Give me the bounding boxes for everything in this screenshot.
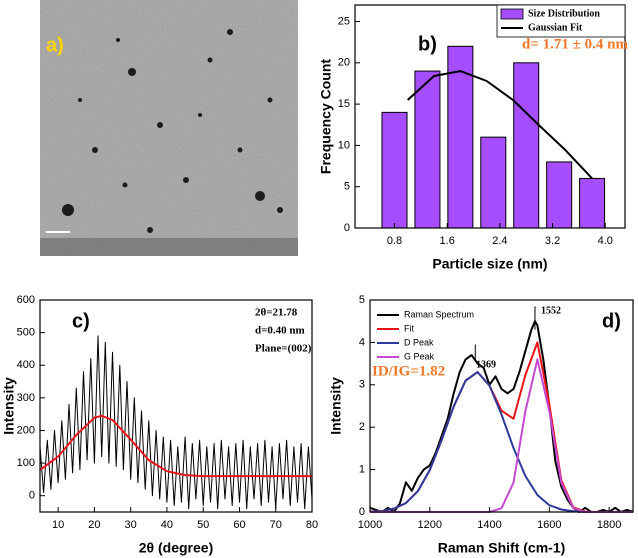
- x-tick-label: 1000: [358, 519, 382, 531]
- x-tick-label: 70: [270, 519, 282, 531]
- legend-label: Raman Spectrum: [404, 309, 474, 319]
- series-line: [369, 320, 634, 513]
- x-tick-label: 40: [161, 519, 173, 531]
- series-line: [39, 335, 313, 510]
- bar: [447, 45, 474, 229]
- legend-label: Size Distribution: [528, 8, 600, 19]
- image-texture: [40, 0, 298, 256]
- x-tick-label: 80: [306, 519, 318, 531]
- bar: [579, 177, 606, 229]
- y-tick-label: 600: [17, 294, 35, 306]
- x-axis-label: 2θ (degree): [139, 540, 213, 556]
- bar: [480, 136, 507, 229]
- annotation: 2θ=21.78: [255, 307, 298, 319]
- x-tick-label: 0.8: [387, 235, 402, 247]
- x-tick-label: 1400: [477, 519, 501, 531]
- bar: [414, 70, 441, 229]
- annotation: ID/IG=1.82: [372, 363, 445, 379]
- x-tick-label: 3.2: [545, 235, 560, 247]
- y-tick-label: 0: [344, 222, 350, 234]
- series-line: [369, 371, 633, 513]
- y-axis-label: Frequency Count: [318, 59, 334, 174]
- x-tick-label: 1.6: [440, 235, 455, 247]
- series-line: [39, 414, 312, 478]
- y-tick-label: 5: [344, 181, 350, 193]
- panel-label: a): [46, 34, 64, 56]
- x-tick-label: 1800: [597, 519, 621, 531]
- legend-label: D Peak: [404, 337, 434, 347]
- y-axis-label: Intensity: [1, 377, 17, 435]
- y-tick-label: 10: [338, 139, 350, 151]
- bar: [513, 62, 540, 229]
- panel-label: c): [72, 310, 90, 332]
- y-tick-label: 15: [338, 98, 350, 110]
- tem-image: a): [40, 0, 298, 256]
- plot-frame: [354, 4, 626, 229]
- legend-swatch: [500, 8, 524, 20]
- y-tick-label: 2: [359, 421, 365, 433]
- annotation: Plane=(002): [255, 343, 312, 355]
- legend-label: Fit: [404, 323, 414, 333]
- annotation: 1369: [476, 359, 496, 370]
- x-tick-label: 4.0: [598, 235, 613, 247]
- series-line: [407, 70, 593, 180]
- x-tick-label: 60: [233, 519, 245, 531]
- annotation: d= 1.71 ± 0.4 nm: [522, 36, 628, 52]
- bar: [546, 161, 573, 229]
- x-tick-label: 1200: [418, 519, 442, 531]
- y-tick-label: 20: [338, 57, 350, 69]
- y-tick-label: 200: [17, 424, 35, 436]
- x-axis-label: Raman Shift (cm-1): [438, 540, 566, 556]
- y-tick-label: 5: [359, 294, 365, 306]
- legend-label: Gaussian Fit: [528, 22, 583, 33]
- x-tick-label: 20: [88, 519, 100, 531]
- y-tick-label: 500: [17, 327, 35, 339]
- y-axis-label: Intensity: [328, 377, 344, 435]
- panel-label: b): [418, 33, 437, 55]
- y-tick-label: 25: [338, 15, 350, 27]
- annotation: 1552: [541, 305, 561, 316]
- x-tick-label: 10: [52, 519, 64, 531]
- y-tick-label: 1: [359, 464, 365, 476]
- x-tick-label: 50: [197, 519, 209, 531]
- y-tick-label: 0: [359, 506, 365, 518]
- x-tick-label: 30: [125, 519, 137, 531]
- particles: [62, 29, 283, 233]
- x-tick-label: 1600: [537, 519, 561, 531]
- plot-frame: [369, 299, 634, 513]
- y-tick-label: 400: [17, 359, 35, 371]
- legend-label: G Peak: [404, 351, 435, 361]
- image-footer: [40, 238, 298, 256]
- panel-label: d): [602, 310, 621, 332]
- bar: [381, 111, 408, 229]
- annotation: d=0.40 nm: [255, 325, 305, 337]
- y-tick-label: 300: [17, 392, 35, 404]
- x-axis-label: Particle size (nm): [432, 256, 547, 272]
- y-tick-label: 100: [17, 457, 35, 469]
- y-tick-label: 0: [29, 490, 35, 502]
- y-tick-label: 3: [359, 379, 365, 391]
- plot-frame: [39, 299, 313, 513]
- y-tick-label: 4: [359, 336, 365, 348]
- x-tick-label: 2.4: [492, 235, 507, 247]
